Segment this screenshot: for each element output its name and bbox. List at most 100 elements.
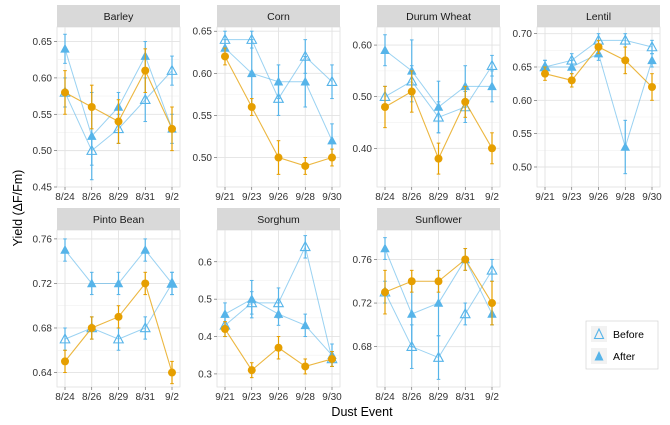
data-point-circle bbox=[648, 83, 656, 91]
panel-title: Barley bbox=[104, 11, 135, 23]
data-point-circle bbox=[221, 325, 229, 334]
x-tick-label: 9/26 bbox=[269, 192, 289, 203]
data-point-circle bbox=[141, 66, 150, 75]
series-unlabeled-2 bbox=[541, 39, 656, 101]
data-point-filled-triangle bbox=[487, 81, 497, 91]
data-point-filled-triangle bbox=[567, 62, 577, 71]
data-point-open-triangle bbox=[299, 240, 311, 252]
x-tick-label: 9/30 bbox=[642, 192, 662, 203]
panel-title: Sunflower bbox=[415, 214, 462, 226]
y-tick-label: 0.70 bbox=[513, 29, 533, 40]
panel-title: Corn bbox=[267, 11, 290, 23]
y-tick-label: 0.65 bbox=[513, 63, 533, 74]
data-point-filled-triangle bbox=[460, 81, 470, 91]
y-tick-label: 0.50 bbox=[353, 92, 373, 103]
data-point-circle bbox=[301, 161, 310, 170]
data-point-open-triangle bbox=[646, 40, 658, 52]
data-point-filled-triangle bbox=[300, 76, 310, 86]
series-unlabeled-2 bbox=[221, 321, 336, 379]
x-tick-label: 8/29 bbox=[109, 392, 129, 403]
y-tick-label: 0.68 bbox=[353, 342, 373, 353]
data-point-filled-triangle bbox=[620, 142, 630, 151]
data-point-open-triangle bbox=[486, 59, 498, 71]
panel-strip bbox=[217, 208, 340, 230]
data-point-circle bbox=[247, 103, 256, 111]
x-tick-label: 9/21 bbox=[535, 192, 555, 203]
y-axis-title: Yield (ΔF/Fm) bbox=[11, 170, 25, 247]
series-after-1 bbox=[220, 39, 337, 159]
x-tick-label: 8/31 bbox=[136, 192, 156, 203]
data-point-circle bbox=[381, 288, 389, 297]
panel-corn: Corn 0.50 0.55 0.60 0.65 9/21 9/23 9/26 9/28 9/30 bbox=[193, 5, 342, 203]
x-tick-label: 9/28 bbox=[616, 192, 636, 203]
y-tick-label: 0.55 bbox=[193, 111, 213, 122]
legend-label-after: After bbox=[613, 351, 636, 363]
x-tick-label: 8/26 bbox=[402, 192, 422, 203]
data-point-circle bbox=[328, 354, 336, 363]
data-point-filled-triangle bbox=[140, 245, 150, 254]
data-point-filled-triangle bbox=[60, 245, 70, 254]
y-tick-label: 0.60 bbox=[33, 73, 53, 84]
data-point-open-triangle bbox=[166, 64, 178, 75]
data-point-circle bbox=[168, 368, 176, 377]
x-tick-label: 8/29 bbox=[429, 192, 449, 203]
panel-strip bbox=[57, 208, 180, 230]
data-point-open-triangle bbox=[59, 332, 71, 344]
data-point-circle bbox=[221, 52, 229, 61]
data-point-open-triangle bbox=[326, 75, 338, 87]
panel-strip bbox=[377, 5, 500, 27]
data-point-filled-triangle bbox=[300, 320, 310, 330]
x-tick-label: 9/28 bbox=[296, 392, 316, 403]
x-tick-label: 8/31 bbox=[136, 392, 156, 403]
y-tick-label: 0.65 bbox=[193, 27, 213, 38]
series-unlabeled-2 bbox=[381, 70, 496, 175]
series-unlabeled-2 bbox=[61, 271, 176, 385]
x-tick-label: 9/28 bbox=[296, 192, 316, 203]
panel-sunflower: Sunflower 0.68 0.72 0.76 8/24 8/26 8/29 8/31 9/2 bbox=[353, 208, 501, 403]
x-tick-label: 8/26 bbox=[402, 392, 422, 403]
y-tick-label: 0.60 bbox=[513, 96, 533, 107]
data-point-open-triangle bbox=[139, 321, 151, 333]
y-tick-label: 0.55 bbox=[513, 129, 533, 140]
data-point-circle bbox=[461, 97, 470, 106]
x-tick-label: 8/31 bbox=[456, 392, 476, 403]
data-point-open-triangle bbox=[459, 307, 471, 319]
data-point-open-triangle bbox=[272, 92, 285, 103]
data-point-circle bbox=[434, 154, 443, 163]
data-point-circle bbox=[61, 357, 69, 366]
x-tick-label: 8/24 bbox=[55, 192, 75, 203]
data-point-open-triangle bbox=[406, 340, 418, 351]
panel-lentil: Lentil 0.50 0.55 0.60 0.65 0.70 9/21 9/23 9/26 9/… bbox=[513, 5, 662, 203]
x-tick-label: 8/24 bbox=[375, 192, 395, 203]
data-point-open-triangle bbox=[112, 332, 125, 344]
y-tick-label: 0.68 bbox=[33, 323, 53, 334]
data-point-circle bbox=[488, 299, 496, 308]
y-tick-label: 0.50 bbox=[33, 146, 53, 157]
series-unlabeled-2 bbox=[61, 48, 176, 152]
y-tick-label: 0.40 bbox=[353, 144, 373, 155]
x-tick-label: 8/26 bbox=[82, 392, 102, 403]
data-point-filled-triangle bbox=[87, 278, 97, 288]
y-tick-label: 0.72 bbox=[353, 299, 373, 310]
data-point-circle bbox=[567, 76, 576, 85]
y-tick-label: 0.4 bbox=[198, 332, 212, 343]
x-tick-label: 9/2 bbox=[165, 392, 179, 403]
data-point-filled-triangle bbox=[380, 243, 390, 253]
data-point-filled-triangle bbox=[407, 65, 417, 75]
data-point-filled-triangle bbox=[220, 309, 230, 318]
panel-title: Lentil bbox=[586, 11, 611, 23]
data-point-circle bbox=[594, 43, 603, 51]
legend-after-icon bbox=[594, 351, 604, 361]
data-point-filled-triangle bbox=[433, 102, 444, 111]
series-unlabeled-2 bbox=[221, 47, 336, 175]
data-point-filled-triangle bbox=[647, 55, 657, 65]
y-tick-label: 0.3 bbox=[198, 369, 212, 380]
panel-title: Sorghum bbox=[257, 214, 300, 226]
data-point-circle bbox=[407, 277, 416, 286]
panel-sorghum: Sorghum 0.3 0.4 0.5 0.6 9/21 9/23 9/26 9/28 9/30 bbox=[198, 208, 342, 403]
data-point-filled-triangle bbox=[407, 308, 417, 318]
data-point-circle bbox=[328, 153, 336, 162]
x-tick-label: 8/24 bbox=[55, 392, 75, 403]
y-tick-label: 0.72 bbox=[33, 279, 53, 290]
legend: Before After bbox=[585, 320, 659, 370]
